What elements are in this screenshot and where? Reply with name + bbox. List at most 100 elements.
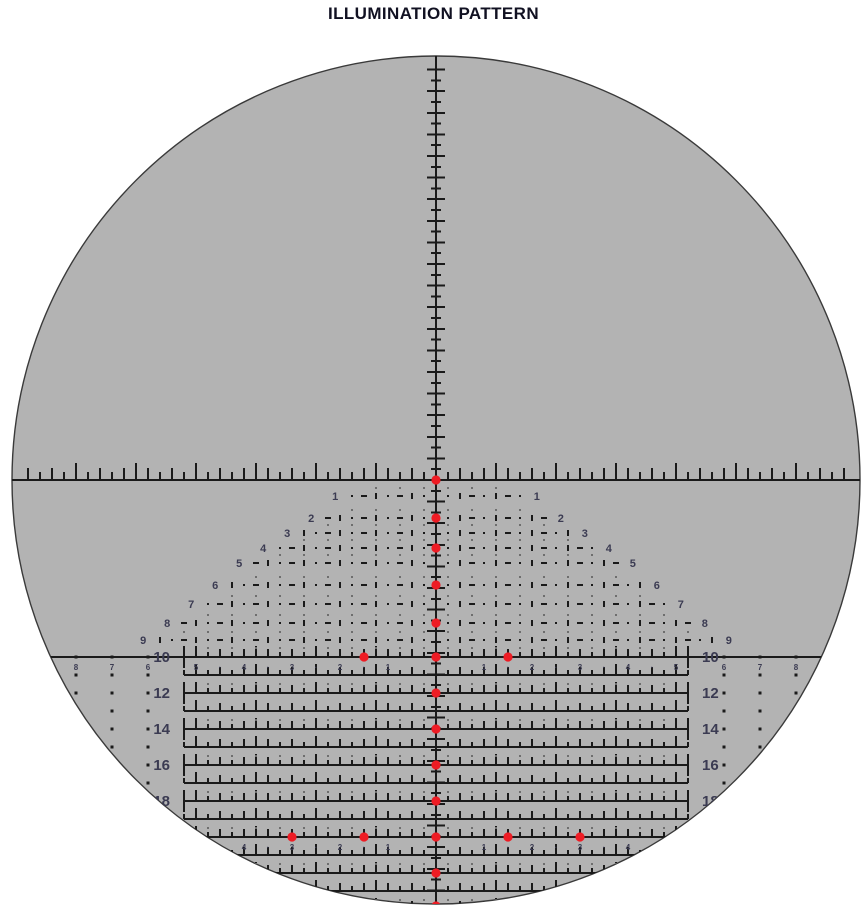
outer-dot	[830, 835, 834, 839]
row-dot	[351, 547, 353, 549]
vertical-tick	[427, 306, 445, 309]
horizontal-tick	[243, 468, 245, 480]
illumination-dot-row-20	[431, 832, 441, 842]
outer-dot	[3, 764, 6, 767]
grid-row-tick	[471, 886, 473, 891]
grid-row-tick	[519, 724, 521, 729]
grid-row-tick	[363, 667, 365, 675]
vertical-tick	[427, 68, 445, 71]
row-dash	[685, 622, 691, 624]
grid-row-tick	[555, 664, 557, 675]
grid-row-tick	[327, 670, 329, 675]
row-tick	[267, 637, 269, 643]
grid-row-tick	[627, 811, 629, 819]
grid-row-tick	[639, 652, 641, 657]
grid-row-tick	[387, 865, 389, 873]
grid-row-tick	[207, 850, 209, 855]
outer-scale-right-6: 6	[722, 663, 727, 672]
stadia-label-right-2: 2	[558, 513, 564, 525]
row-dash	[577, 562, 583, 564]
fine-scale-sep: ·	[603, 843, 606, 852]
horizontal-tick	[339, 468, 341, 480]
outer-dot	[74, 817, 78, 821]
grid-row-tick	[615, 700, 617, 711]
fine-scale-sep: ·	[603, 663, 606, 672]
outer-dot	[722, 745, 726, 749]
outer-dot	[830, 799, 834, 803]
grid-row-tick	[375, 790, 377, 801]
grid-row-tick	[567, 778, 569, 783]
grid-row-tick	[387, 739, 389, 747]
grid-row-tick	[303, 796, 305, 801]
grid-row-tick	[579, 775, 581, 783]
grid-row-tick	[303, 904, 305, 909]
grid-row-tick	[447, 796, 449, 801]
faint-dot	[591, 899, 593, 901]
row-tick	[711, 637, 713, 643]
grid-row-tick	[615, 754, 617, 765]
grid-row-tick	[603, 685, 605, 693]
row-dot	[279, 584, 281, 586]
outer-dot	[794, 853, 798, 857]
fine-scale-left-2: 2	[338, 663, 343, 672]
outer-dot	[110, 763, 114, 767]
grid-row-tick	[315, 664, 317, 675]
faint-dot	[519, 827, 521, 829]
row-dash	[541, 547, 547, 549]
grid-row-tick	[399, 796, 401, 801]
row-dot	[483, 562, 485, 564]
grid-row-endcap	[183, 790, 185, 812]
row-tick	[603, 620, 605, 626]
row-tick	[267, 601, 269, 607]
grid-row-tick	[267, 901, 269, 904]
fine-scale-right-3: 3	[578, 663, 583, 672]
vertical-tick	[431, 317, 441, 319]
grid-row-tick	[663, 814, 665, 819]
grid-row-tick	[651, 793, 653, 801]
fine-scale-sep: ·	[555, 843, 558, 852]
faint-dot	[447, 554, 449, 556]
grid-row-tick	[411, 739, 413, 747]
stadia-label-right-12: 12	[702, 685, 719, 702]
vertical-tick	[427, 414, 445, 417]
grid-row-tick	[675, 826, 677, 837]
grid-row-tick	[363, 739, 365, 747]
faint-dot	[495, 539, 497, 541]
faint-dot	[279, 899, 281, 901]
faint-dot	[639, 631, 641, 633]
grid-row-tick	[495, 826, 497, 837]
illumination-dot-row-20	[287, 832, 297, 842]
faint-dot	[543, 647, 545, 649]
row-dot	[483, 517, 485, 519]
grid-row-tick	[363, 703, 365, 711]
grid-row-tick	[399, 688, 401, 693]
horizontal-tick	[615, 463, 617, 480]
faint-dot	[303, 647, 305, 649]
faint-dot	[519, 576, 521, 578]
grid-row-tick	[459, 901, 461, 904]
faint-dot	[327, 631, 329, 633]
grid-row-tick	[423, 850, 425, 855]
grid-row-tick	[531, 775, 533, 783]
grid-row-tick	[639, 706, 641, 711]
faint-dot	[663, 791, 665, 793]
grid-row-tick	[207, 886, 209, 891]
horizontal-tick	[651, 468, 653, 480]
horizontal-tick	[363, 468, 365, 480]
vertical-tick	[431, 576, 441, 579]
row-tick	[459, 620, 461, 626]
illumination-dot-row-20	[575, 832, 585, 842]
row-tick	[495, 493, 497, 499]
grid-row-tick	[483, 883, 485, 891]
grid-row-tick	[399, 670, 401, 675]
row-tick	[375, 601, 377, 607]
grid-row-tick	[447, 850, 449, 855]
row-dot	[555, 584, 557, 586]
grid-row-endcap	[687, 646, 689, 668]
grid-row-tick	[339, 847, 341, 855]
faint-dot	[399, 899, 401, 901]
grid-row-tick	[243, 649, 245, 657]
grid-row-tick	[207, 688, 209, 693]
faint-dot	[327, 554, 329, 556]
